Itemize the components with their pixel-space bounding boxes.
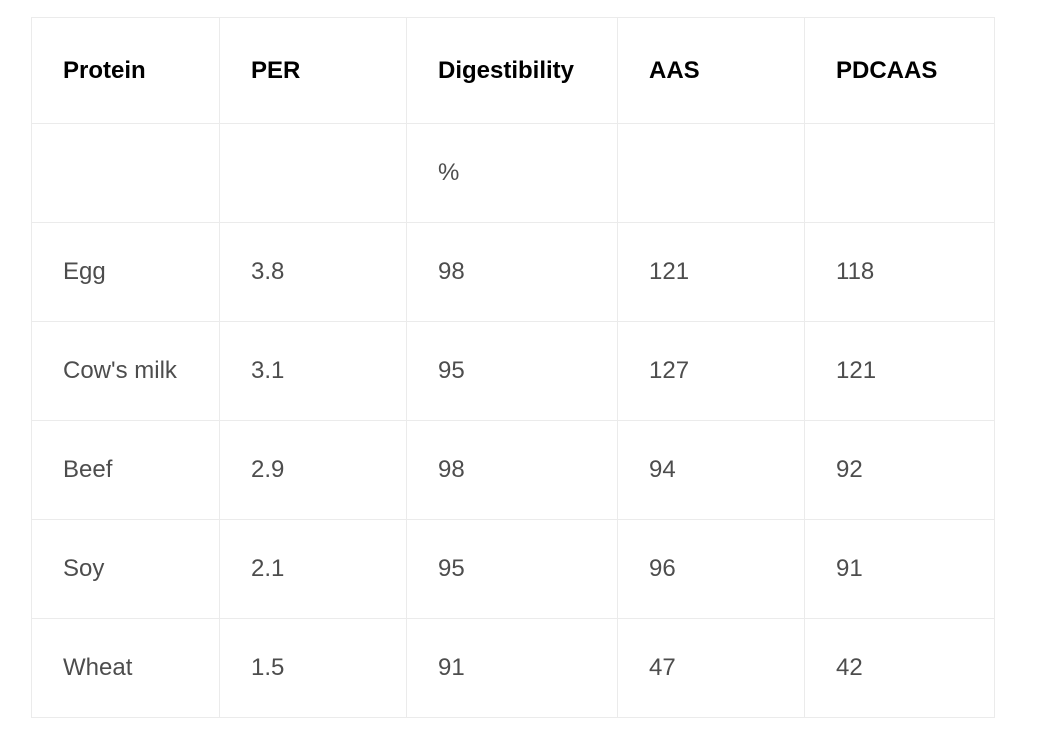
cell-protein: Egg xyxy=(31,222,220,322)
cell-aas: 47 xyxy=(617,618,805,718)
cell-pdcaas: 121 xyxy=(804,321,995,421)
cell-aas: 96 xyxy=(617,519,805,619)
cell-pdcaas: 92 xyxy=(804,420,995,520)
table-row: Cow's milk 3.1 95 127 121 xyxy=(31,321,995,421)
cell-per: 1.5 xyxy=(219,618,407,718)
cell-protein: Beef xyxy=(31,420,220,520)
cell-digestibility: 91 xyxy=(406,618,618,718)
header-pdcaas: PDCAAS xyxy=(804,17,995,124)
unit-cell xyxy=(219,123,407,223)
cell-aas: 127 xyxy=(617,321,805,421)
cell-pdcaas: 42 xyxy=(804,618,995,718)
header-per: PER xyxy=(219,17,407,124)
cell-per: 3.8 xyxy=(219,222,407,322)
header-row: Protein PER Digestibility AAS PDCAAS xyxy=(31,17,995,124)
table-row: Egg 3.8 98 121 118 xyxy=(31,222,995,322)
cell-aas: 121 xyxy=(617,222,805,322)
cell-protein: Soy xyxy=(31,519,220,619)
table-row: Soy 2.1 95 96 91 xyxy=(31,519,995,619)
cell-digestibility: 95 xyxy=(406,321,618,421)
protein-quality-table-container: Protein PER Digestibility AAS PDCAAS % E… xyxy=(31,17,995,718)
cell-digestibility: 98 xyxy=(406,222,618,322)
table-row: Wheat 1.5 91 47 42 xyxy=(31,618,995,718)
unit-cell-digestibility: % xyxy=(406,123,618,223)
cell-per: 3.1 xyxy=(219,321,407,421)
cell-per: 2.1 xyxy=(219,519,407,619)
cell-aas: 94 xyxy=(617,420,805,520)
header-protein: Protein xyxy=(31,17,220,124)
header-digestibility: Digestibility xyxy=(406,17,618,124)
table-row: Beef 2.9 98 94 92 xyxy=(31,420,995,520)
unit-cell xyxy=(804,123,995,223)
protein-quality-table: Protein PER Digestibility AAS PDCAAS % E… xyxy=(31,17,995,718)
unit-cell xyxy=(31,123,220,223)
unit-row: % xyxy=(31,123,995,223)
cell-digestibility: 98 xyxy=(406,420,618,520)
header-aas: AAS xyxy=(617,17,805,124)
unit-cell xyxy=(617,123,805,223)
cell-per: 2.9 xyxy=(219,420,407,520)
cell-protein: Wheat xyxy=(31,618,220,718)
cell-pdcaas: 91 xyxy=(804,519,995,619)
cell-pdcaas: 118 xyxy=(804,222,995,322)
cell-protein: Cow's milk xyxy=(31,321,220,421)
cell-digestibility: 95 xyxy=(406,519,618,619)
